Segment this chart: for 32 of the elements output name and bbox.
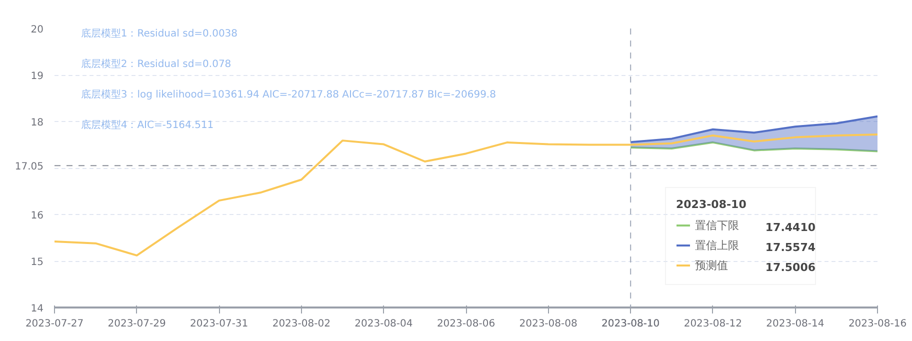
y-tick-label: 14: [30, 304, 44, 314]
x-tick-label: 2023-08-08: [519, 318, 578, 330]
x-tick-label: 2023-08-14: [766, 318, 824, 330]
ref-line-label: 17.05: [14, 162, 44, 173]
y-tick-label: 15: [30, 257, 44, 268]
legend-label: 置信上限: [695, 238, 739, 252]
annotation: 底层模型4：AIC=-5164.511: [80, 118, 214, 131]
line-series: [630, 115, 878, 144]
annotation: 底层模型2：Residual sd=0.078: [80, 58, 232, 70]
x-tick-label: 2023-07-31: [190, 318, 248, 330]
legend-title: 2023-08-10: [676, 198, 748, 211]
x-tick-label: 2023-08-16: [848, 318, 907, 330]
x-tick-label: 2023-08-06: [436, 318, 496, 330]
annotation: 17.5006: [765, 261, 816, 274]
x-tick-label: 2023-08-12: [684, 318, 742, 330]
y-tick-label: 16: [30, 210, 44, 222]
ref-line-label: 2023-08-10: [602, 318, 660, 330]
x-tick-label: 2023-07-29: [108, 318, 166, 330]
y-tick-label: 19: [30, 71, 44, 82]
x-tick-label: 2023-07-27: [25, 318, 84, 330]
y-tick-label: 18: [30, 118, 44, 128]
annotation: 底层模型1：Residual sd=0.0038: [80, 28, 238, 40]
y-tick-label: 20: [30, 24, 44, 36]
x-tick-label: 2023-08-02: [272, 318, 330, 330]
x-tick-label: 2023-08-04: [354, 318, 413, 330]
annotation: 17.5574: [765, 241, 816, 254]
line-series: [630, 141, 878, 152]
legend-label: 置信下限: [695, 218, 739, 232]
annotation: 底层模型3：log likelihood=10361.94 AIC=-20717.88 AICc=-20717.87 BIc=-20699.8: [80, 88, 496, 100]
annotation: 17.4410: [765, 221, 816, 234]
line-series: [54, 134, 878, 256]
legend-label: 预测值: [695, 258, 728, 272]
